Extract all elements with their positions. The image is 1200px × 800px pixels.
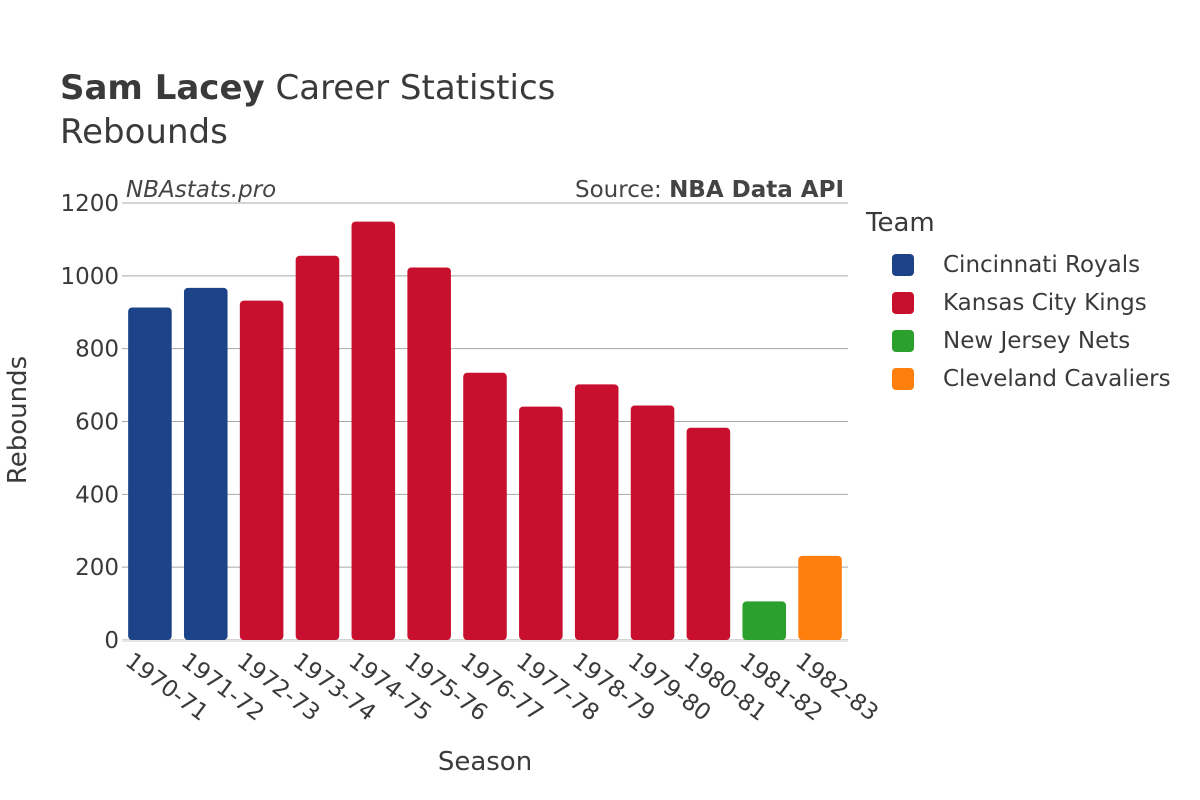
bar — [798, 555, 842, 640]
y-tick-label: 800 — [75, 337, 119, 363]
bar — [295, 255, 340, 640]
chart-subtitle: Rebounds — [60, 112, 228, 152]
y-tick-label: 1000 — [60, 264, 119, 290]
source-prefix: Source: — [575, 177, 662, 203]
legend-label: Kansas City Kings — [943, 290, 1147, 316]
x-axis-title: Season — [438, 747, 532, 777]
legend-swatch — [892, 254, 914, 276]
y-tick-label: 400 — [75, 482, 119, 508]
bar — [351, 221, 396, 640]
legend-swatch — [892, 292, 914, 314]
y-tick-label: 0 — [104, 628, 119, 654]
source-credit: Source: NBA Data API — [575, 177, 844, 203]
legend-title: Team — [866, 208, 935, 238]
bar — [742, 601, 787, 640]
legend-label: New Jersey Nets — [943, 328, 1131, 354]
bar — [630, 405, 675, 640]
y-tick-label: 200 — [75, 555, 119, 581]
legend-entry[interactable]: Kansas City Kings — [866, 284, 1171, 322]
bar — [183, 287, 228, 640]
bar — [574, 384, 619, 640]
bar — [407, 267, 451, 640]
bar — [128, 307, 172, 640]
legend-entry[interactable]: New Jersey Nets — [866, 322, 1171, 360]
legend-items: Cincinnati Royals Kansas City Kings New Je… — [866, 246, 1171, 398]
legend-swatch — [892, 330, 914, 352]
legend-label: Cincinnati Royals — [943, 252, 1141, 278]
legend: Team Cincinnati Royals Kansas City Kings N… — [866, 208, 1171, 398]
title-rest: Career Statistics — [275, 68, 556, 108]
player-name: Sam Lacey — [60, 68, 265, 108]
legend-entry[interactable]: Cleveland Cavaliers — [866, 360, 1171, 398]
source-name: NBA Data API — [669, 177, 844, 203]
bar — [239, 300, 284, 640]
chart-title: Sam Lacey Career Statistics — [60, 66, 555, 110]
y-axis-title: Rebounds — [3, 356, 33, 484]
y-tick-label: 1200 — [60, 191, 119, 217]
bar — [463, 372, 507, 640]
bar — [686, 427, 731, 640]
y-tick-label: 600 — [75, 410, 119, 436]
bar — [519, 406, 563, 640]
watermark: NBAstats.pro — [126, 177, 277, 203]
legend-label: Cleveland Cavaliers — [943, 366, 1171, 392]
legend-swatch — [892, 368, 914, 390]
legend-entry[interactable]: Cincinnati Royals — [866, 246, 1171, 284]
